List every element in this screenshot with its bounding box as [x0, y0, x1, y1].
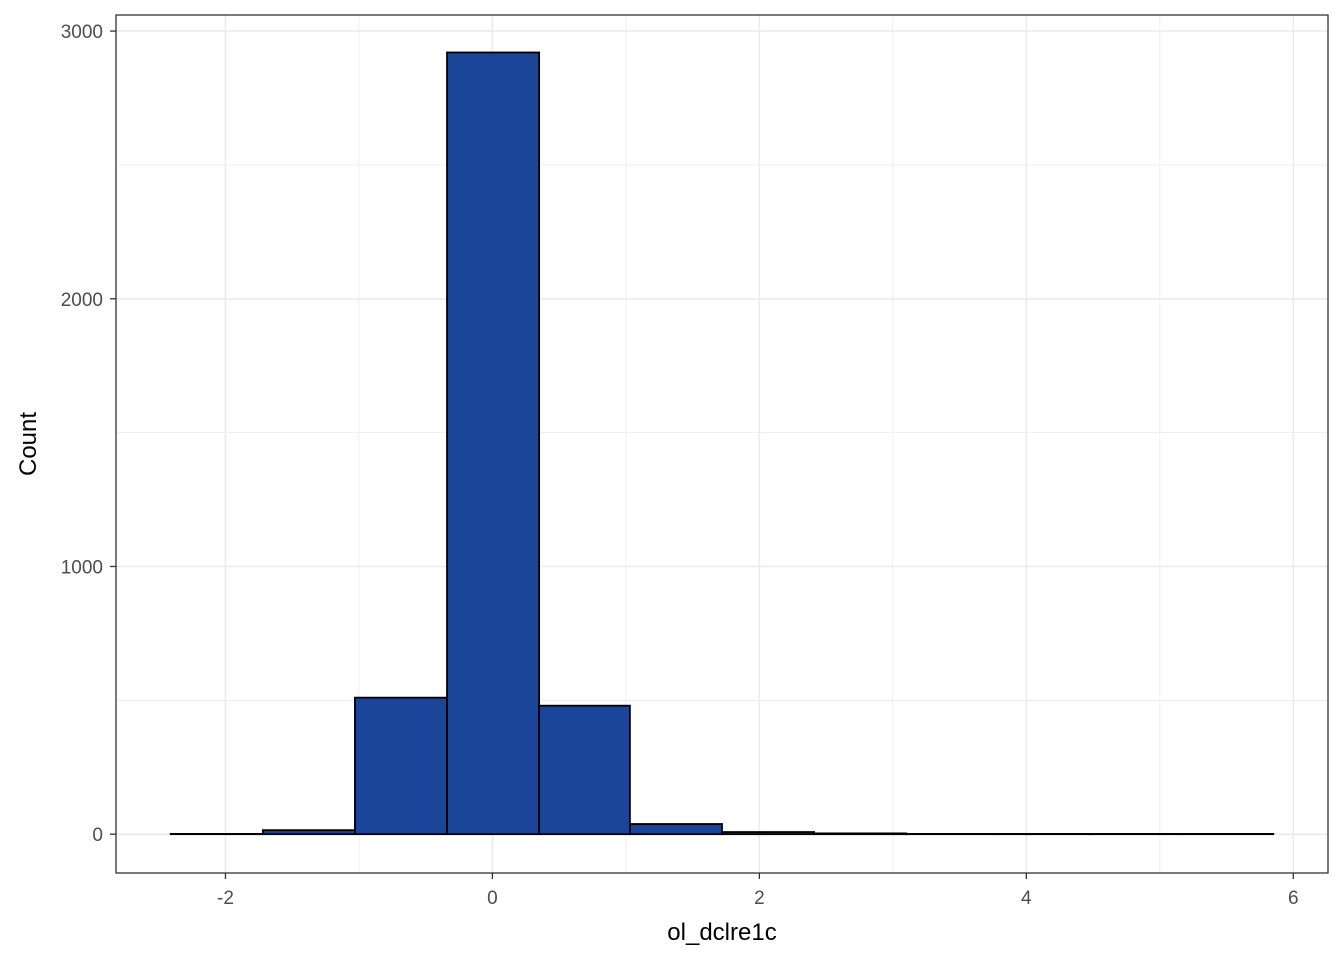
- y-tick-label: 2000: [61, 290, 103, 311]
- histogram-bar: [261, 829, 356, 836]
- x-tick-label: 6: [1288, 888, 1299, 909]
- x-tick-label: 4: [1021, 888, 1032, 909]
- x-tick-label: -2: [217, 888, 234, 909]
- x-axis-ticks: -2 0 2 4 6: [217, 873, 1299, 909]
- histogram-bar: [813, 832, 908, 836]
- panel-border: [115, 14, 1329, 874]
- y-tick-label: 3000: [61, 22, 103, 43]
- histogram-bar: [354, 696, 448, 836]
- histogram-bar: [538, 704, 631, 836]
- x-tick-label: 2: [754, 888, 765, 909]
- histogram-bars: [169, 51, 1275, 836]
- histogram-bar: [628, 823, 723, 836]
- histogram-bar: [446, 51, 541, 836]
- x-axis-title: ol_dclre1c: [667, 919, 776, 946]
- y-tick-label: 1000: [61, 557, 103, 578]
- y-axis-ticks: 0 1000 2000 3000: [61, 22, 116, 846]
- y-axis-title: Count: [15, 412, 42, 476]
- minor-gridlines: [116, 15, 1328, 873]
- y-tick-label: 0: [92, 825, 103, 846]
- histogram-bar: [721, 831, 816, 836]
- x-tick-label: 0: [487, 888, 498, 909]
